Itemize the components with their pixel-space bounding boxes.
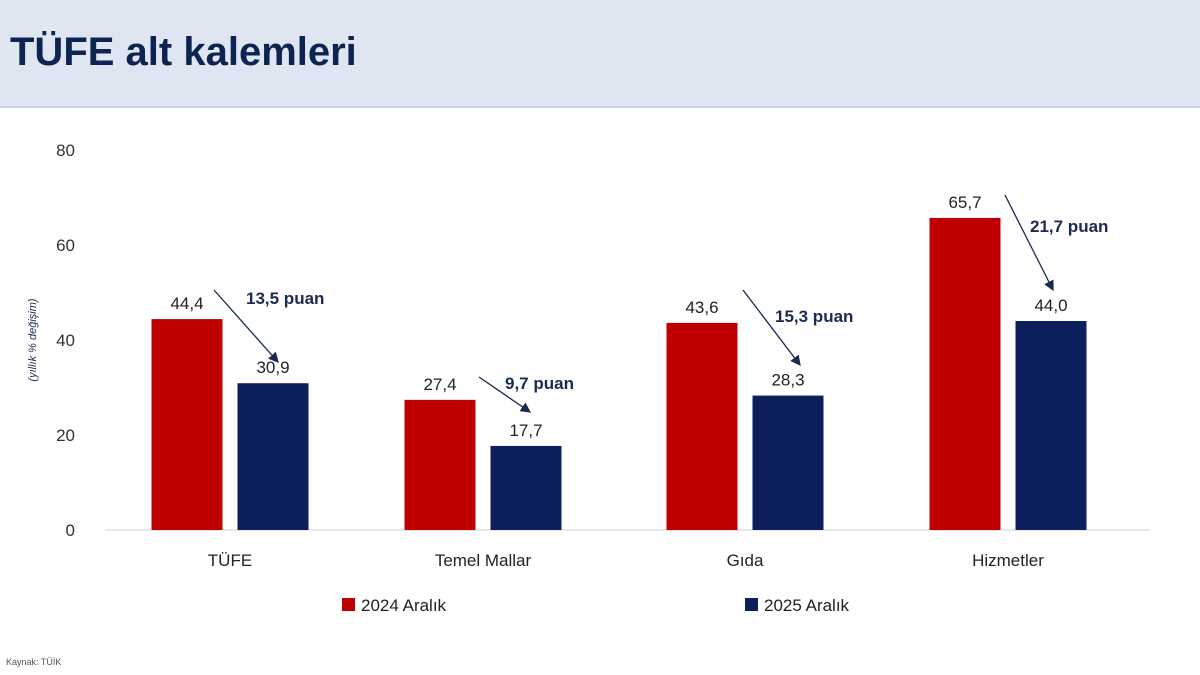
bar xyxy=(752,395,824,530)
y-tick-label: 0 xyxy=(66,521,75,540)
change-arrow xyxy=(213,289,279,363)
data-label: 30,9 xyxy=(256,358,289,377)
data-label: 43,6 xyxy=(685,298,718,317)
y-axis-label: (yıllık % değişim) xyxy=(27,298,39,381)
change-annotation: 21,7 puan xyxy=(1030,217,1108,236)
bar xyxy=(404,399,476,530)
data-label: 27,4 xyxy=(423,375,456,394)
legend-label: 2025 Aralık xyxy=(764,596,850,615)
legend-swatch xyxy=(745,598,758,611)
data-label: 65,7 xyxy=(948,193,981,212)
y-tick-label: 20 xyxy=(56,426,75,445)
bar xyxy=(490,445,562,530)
bar xyxy=(151,319,223,530)
change-annotation: 15,3 puan xyxy=(775,307,853,326)
header-band xyxy=(0,0,1200,108)
data-label: 17,7 xyxy=(509,421,542,440)
x-tick-label: Hizmetler xyxy=(972,551,1044,570)
legend-label: 2024 Aralık xyxy=(361,596,447,615)
y-tick-label: 60 xyxy=(56,236,75,255)
bar xyxy=(929,217,1001,531)
page-title: TÜFE alt kalemleri xyxy=(10,30,357,74)
x-tick-label: TÜFE xyxy=(208,551,252,570)
bar xyxy=(237,383,309,530)
data-label: 44,4 xyxy=(170,294,203,313)
y-tick-label: 80 xyxy=(56,141,75,160)
source-note: Kaynak: TÜİK xyxy=(6,657,62,667)
change-arrow xyxy=(1004,194,1054,292)
data-label: 44,0 xyxy=(1034,296,1067,315)
bar xyxy=(666,322,738,530)
data-label: 28,3 xyxy=(771,371,804,390)
change-annotation: 9,7 puan xyxy=(505,374,574,393)
legend-swatch xyxy=(342,598,355,611)
change-arrow xyxy=(742,289,801,367)
x-tick-label: Temel Mallar xyxy=(435,551,532,570)
bar xyxy=(1015,321,1087,530)
y-tick-label: 40 xyxy=(56,331,75,350)
change-annotation: 13,5 puan xyxy=(246,289,324,308)
x-tick-label: Gıda xyxy=(727,551,764,570)
change-arrow xyxy=(478,376,532,413)
